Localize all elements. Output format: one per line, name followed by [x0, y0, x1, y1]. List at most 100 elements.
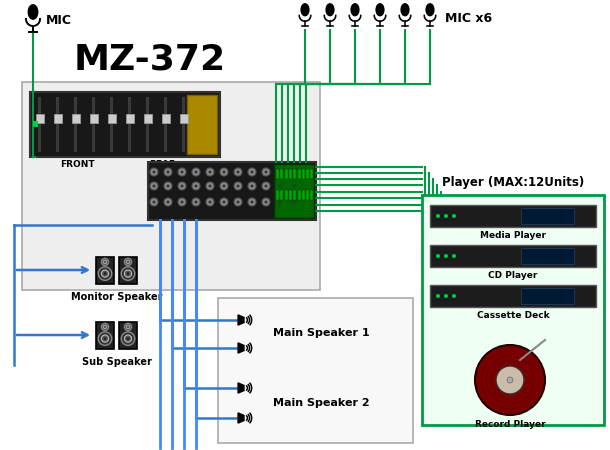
- Circle shape: [265, 184, 268, 188]
- Circle shape: [192, 182, 200, 190]
- Bar: [107, 114, 115, 123]
- Bar: [148, 162, 316, 220]
- Circle shape: [223, 201, 226, 203]
- Circle shape: [237, 184, 240, 188]
- Circle shape: [124, 335, 132, 342]
- Circle shape: [444, 294, 448, 298]
- Bar: [146, 97, 149, 152]
- Circle shape: [276, 168, 284, 176]
- Ellipse shape: [426, 4, 434, 15]
- Bar: [285, 190, 287, 200]
- Bar: [430, 245, 596, 267]
- Circle shape: [101, 258, 109, 265]
- Bar: [293, 190, 296, 200]
- Circle shape: [452, 294, 456, 298]
- Circle shape: [195, 201, 198, 203]
- Circle shape: [251, 171, 254, 174]
- Circle shape: [290, 182, 298, 190]
- Ellipse shape: [326, 4, 334, 15]
- Circle shape: [436, 214, 440, 218]
- Circle shape: [150, 168, 158, 176]
- Circle shape: [195, 184, 198, 188]
- Circle shape: [223, 184, 226, 188]
- Circle shape: [192, 198, 200, 206]
- Circle shape: [101, 270, 109, 277]
- Bar: [54, 114, 62, 123]
- Circle shape: [290, 168, 298, 176]
- Bar: [162, 114, 170, 123]
- Circle shape: [248, 182, 256, 190]
- Bar: [56, 97, 59, 152]
- Circle shape: [124, 258, 132, 265]
- Text: Sub Speaker: Sub Speaker: [82, 357, 151, 367]
- Circle shape: [262, 198, 270, 206]
- Bar: [120, 256, 137, 284]
- Circle shape: [178, 168, 186, 176]
- Bar: [96, 256, 113, 284]
- Circle shape: [206, 182, 214, 190]
- Bar: [92, 97, 95, 152]
- Circle shape: [103, 260, 107, 264]
- Polygon shape: [238, 413, 244, 423]
- Bar: [33, 121, 38, 127]
- Bar: [143, 114, 151, 123]
- Circle shape: [126, 260, 130, 264]
- Circle shape: [98, 267, 112, 280]
- Circle shape: [293, 171, 295, 174]
- Circle shape: [209, 201, 212, 203]
- Circle shape: [507, 377, 513, 383]
- Bar: [187, 95, 217, 154]
- Circle shape: [265, 201, 268, 203]
- Circle shape: [167, 184, 170, 188]
- Bar: [74, 97, 77, 152]
- Bar: [306, 169, 309, 179]
- Bar: [281, 190, 283, 200]
- Bar: [128, 97, 131, 152]
- Bar: [276, 169, 279, 179]
- Bar: [274, 164, 314, 218]
- Polygon shape: [238, 343, 244, 353]
- Circle shape: [209, 171, 212, 174]
- Circle shape: [152, 184, 156, 188]
- Text: MIC: MIC: [46, 14, 72, 27]
- Bar: [298, 169, 301, 179]
- Circle shape: [164, 182, 172, 190]
- Circle shape: [475, 345, 545, 415]
- Text: Media Player: Media Player: [480, 231, 546, 240]
- Bar: [126, 114, 134, 123]
- Circle shape: [121, 267, 135, 280]
- Circle shape: [237, 201, 240, 203]
- Bar: [22, 82, 320, 290]
- Circle shape: [237, 171, 240, 174]
- Bar: [110, 97, 113, 152]
- Text: Monitor Speaker: Monitor Speaker: [71, 292, 162, 302]
- Circle shape: [206, 168, 214, 176]
- Circle shape: [444, 214, 448, 218]
- Circle shape: [293, 184, 295, 188]
- Text: Record Player: Record Player: [475, 420, 545, 429]
- Circle shape: [152, 171, 156, 174]
- Circle shape: [104, 272, 106, 275]
- Circle shape: [150, 198, 158, 206]
- Circle shape: [127, 337, 129, 340]
- Circle shape: [152, 201, 156, 203]
- Circle shape: [195, 171, 198, 174]
- Text: REAR: REAR: [149, 160, 176, 169]
- Text: Main Speaker 2: Main Speaker 2: [273, 398, 370, 408]
- Bar: [522, 248, 575, 264]
- Circle shape: [248, 198, 256, 206]
- Circle shape: [279, 184, 281, 188]
- Circle shape: [181, 201, 184, 203]
- Circle shape: [124, 270, 132, 277]
- Ellipse shape: [376, 4, 384, 15]
- Ellipse shape: [29, 5, 37, 19]
- Circle shape: [192, 168, 200, 176]
- Bar: [422, 195, 604, 425]
- Circle shape: [276, 182, 284, 190]
- Circle shape: [121, 332, 135, 345]
- Circle shape: [251, 184, 254, 188]
- Bar: [281, 169, 283, 179]
- Polygon shape: [238, 383, 244, 393]
- Bar: [182, 97, 185, 152]
- Bar: [90, 114, 98, 123]
